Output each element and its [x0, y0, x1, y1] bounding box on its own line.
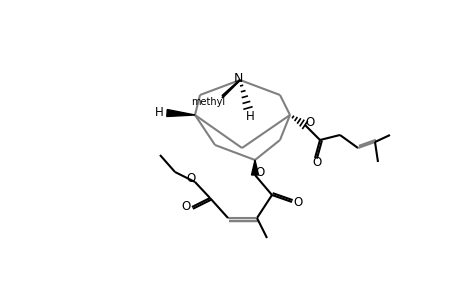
- Text: N: N: [233, 73, 242, 85]
- Text: O: O: [186, 172, 195, 184]
- Polygon shape: [251, 160, 258, 175]
- Text: O: O: [305, 116, 314, 128]
- Text: H: H: [154, 106, 163, 118]
- Text: O: O: [255, 166, 264, 178]
- Text: O: O: [293, 196, 302, 208]
- Text: methyl: methyl: [190, 97, 224, 107]
- Polygon shape: [167, 110, 195, 116]
- Text: H: H: [245, 110, 254, 122]
- Text: O: O: [181, 200, 190, 214]
- Text: O: O: [312, 157, 321, 169]
